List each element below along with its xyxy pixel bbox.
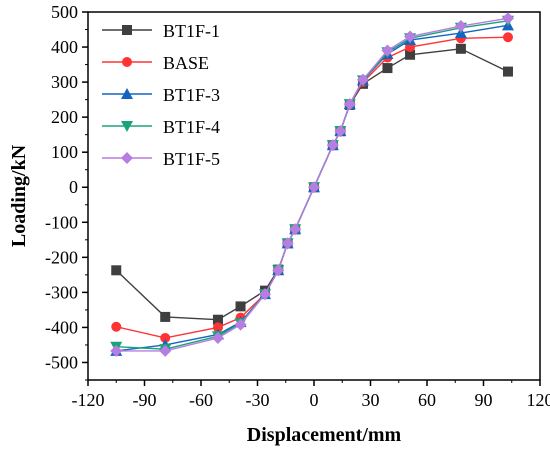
x-tick-label: 30 — [362, 390, 380, 410]
data-point-bt1f-5 — [308, 181, 320, 194]
data-point-bt1f-1 — [160, 311, 171, 322]
y-tick-label: 400 — [51, 37, 78, 57]
data-point-bt1f-5 — [334, 125, 347, 138]
data-point-bt1f-5 — [110, 344, 123, 357]
x-tick-label: -60 — [189, 390, 213, 410]
data-point-bt1f-1 — [382, 63, 393, 74]
data-point-bt1f-5 — [404, 30, 417, 43]
legend-item-bt1f-1: BT1F-1 — [102, 21, 220, 41]
data-point-bt1f-5 — [289, 223, 302, 236]
legend-item-base: BASE — [102, 53, 209, 73]
y-tick-label: 100 — [51, 142, 78, 162]
legend-label-bt1f-3: BT1F-3 — [163, 85, 220, 105]
x-axis-title: Displacement/mm — [247, 424, 402, 446]
plot-frame — [87, 11, 541, 381]
data-point-base — [212, 322, 223, 333]
series-layer — [110, 12, 514, 357]
y-tick-label: -500 — [45, 352, 78, 372]
y-tick-label: 200 — [51, 107, 78, 127]
x-tick-label: -120 — [72, 390, 105, 410]
data-point-base — [160, 332, 171, 343]
data-point-bt1f-5 — [159, 344, 172, 357]
legend-item-bt1f-4: BT1F-4 — [102, 117, 220, 137]
legend-marker-bt1f-1 — [122, 25, 132, 35]
data-point-bt1f-5 — [259, 288, 272, 301]
data-point-base — [502, 32, 513, 43]
data-point-bt1f-5 — [281, 237, 294, 250]
legend: BT1F-1 BASE BT1F-3 BT1F-4 BT1F-5 — [102, 21, 220, 169]
axes: -120 -90 -60 -30 0 30 60 90 120-500-400-300-200-… — [45, 2, 550, 410]
data-point-bt1f-1 — [405, 49, 416, 60]
y-tick-label: 0 — [69, 177, 78, 197]
y-tick-label: -400 — [45, 317, 78, 337]
legend-label-bt1f-1: BT1F-1 — [163, 21, 220, 41]
legend-item-bt1f-5: BT1F-5 — [102, 149, 220, 169]
series-bt1f-5 — [110, 12, 514, 357]
x-tick-label: 120 — [527, 390, 550, 410]
legend-label-bt1f-5: BT1F-5 — [163, 149, 220, 169]
data-point-bt1f-1 — [235, 301, 246, 312]
y-axis-title: Loading/kN — [8, 144, 30, 247]
x-tick-label: 90 — [475, 390, 493, 410]
data-point-bt1f-1 — [455, 43, 466, 54]
data-point-bt1f-5 — [211, 331, 224, 344]
legend-marker-base — [122, 57, 132, 67]
data-point-base — [111, 321, 122, 332]
legend-marker-bt1f-3 — [121, 88, 133, 99]
legend-item-bt1f-3: BT1F-3 — [102, 85, 220, 105]
data-point-bt1f-1 — [111, 265, 122, 276]
legend-label-base: BASE — [163, 53, 209, 73]
y-tick-label: -200 — [45, 247, 78, 267]
data-point-bt1f-5 — [454, 20, 467, 33]
data-point-bt1f-5 — [326, 139, 339, 152]
y-tick-label: -300 — [45, 282, 78, 302]
data-point-bt1f-5 — [501, 12, 514, 25]
legend-marker-bt1f-4 — [121, 121, 133, 132]
x-tick-label: -90 — [133, 390, 157, 410]
x-tick-label: 60 — [418, 390, 436, 410]
data-point-bt1f-5 — [234, 318, 247, 331]
legend-marker-bt1f-5 — [121, 152, 133, 164]
data-point-bt1f-5 — [381, 44, 394, 57]
data-point-bt1f-1 — [502, 66, 513, 77]
y-tick-label: -100 — [45, 212, 78, 232]
data-point-bt1f-1 — [212, 314, 223, 325]
data-point-bt1f-5 — [343, 98, 356, 111]
legend-label-bt1f-4: BT1F-4 — [163, 117, 220, 137]
x-tick-label: 0 — [310, 390, 319, 410]
data-point-bt1f-5 — [272, 264, 285, 277]
y-tick-label: 500 — [51, 2, 78, 22]
y-tick-label: 300 — [51, 72, 78, 92]
x-tick-label: -30 — [246, 390, 270, 410]
data-point-bt1f-5 — [356, 73, 369, 86]
